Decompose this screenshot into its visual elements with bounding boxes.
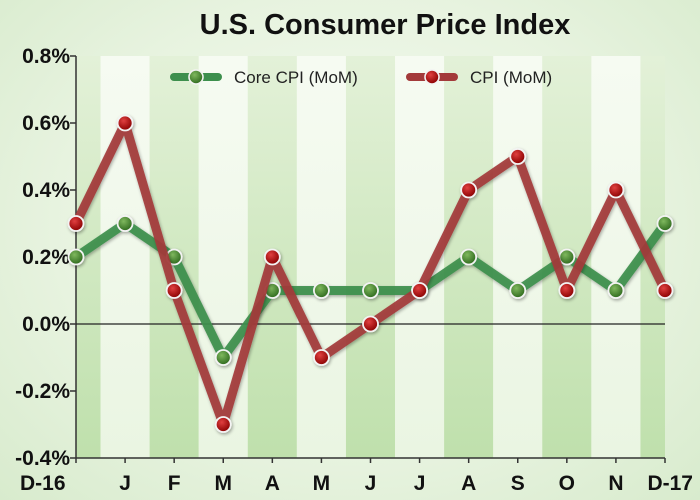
y-tick-label: 0.8% [22, 45, 70, 68]
series-1 [67, 114, 674, 433]
y-tick-label: 0.6% [22, 112, 70, 135]
data-point [313, 349, 330, 366]
x-tick-label: M [313, 472, 331, 495]
data-point [656, 282, 674, 299]
axes: 0.8% 0.6% 0.4% 0.2% 0.0% -0.2% -0.4%D-16 J F M A M J… [15, 45, 693, 495]
data-point [460, 248, 478, 266]
data-point [116, 215, 134, 232]
y-tick-label: 0.2% [22, 246, 70, 269]
legend-label: CPI (MoM) [470, 68, 552, 87]
data-point [558, 282, 576, 299]
x-tick-label: S [511, 472, 525, 495]
x-tick-label: M [215, 472, 233, 495]
data-point [362, 315, 379, 333]
background-band [345, 56, 396, 458]
data-point [607, 181, 625, 199]
legend-label: Core CPI (MoM) [234, 68, 358, 87]
data-point [263, 248, 281, 266]
x-tick-label: A [461, 472, 476, 495]
series-layer [67, 114, 674, 433]
legend-swatch-marker [188, 69, 204, 85]
data-point [67, 248, 85, 266]
data-point [411, 282, 428, 299]
y-tick-label: 0.4% [22, 179, 70, 202]
x-tick-label: J [414, 472, 426, 495]
data-point [67, 215, 85, 232]
data-point [313, 282, 330, 299]
data-point [214, 349, 232, 366]
x-tick-label: D-16 [20, 472, 66, 495]
background-band [591, 56, 641, 458]
x-tick-label: O [559, 472, 575, 495]
chart-title: U.S. Consumer Price Index [200, 9, 571, 41]
legend: Core CPI (MoM) CPI (MoM) [170, 68, 552, 87]
x-tick-label: N [608, 472, 623, 495]
x-tick-label: A [265, 472, 280, 495]
background-band [198, 56, 248, 458]
data-point [509, 148, 527, 165]
background-band [296, 56, 346, 458]
y-tick-label: 0.0% [22, 313, 70, 336]
data-point [362, 282, 379, 299]
background-band [493, 56, 543, 458]
x-tick-label: D-17 [647, 472, 693, 495]
data-point [214, 416, 232, 433]
data-point [460, 181, 478, 199]
data-point [607, 282, 625, 299]
data-point [165, 282, 183, 299]
data-point [509, 282, 527, 299]
y-tick-label: -0.4% [15, 447, 70, 470]
legend-swatch-marker [424, 69, 440, 85]
data-point [558, 248, 576, 266]
data-point [656, 215, 674, 232]
series-0 [67, 215, 674, 366]
x-tick-label: J [365, 472, 377, 495]
data-point [116, 114, 134, 132]
x-tick-label: J [119, 472, 131, 495]
y-tick-label: -0.2% [15, 380, 70, 403]
x-tick-label: F [168, 472, 181, 495]
